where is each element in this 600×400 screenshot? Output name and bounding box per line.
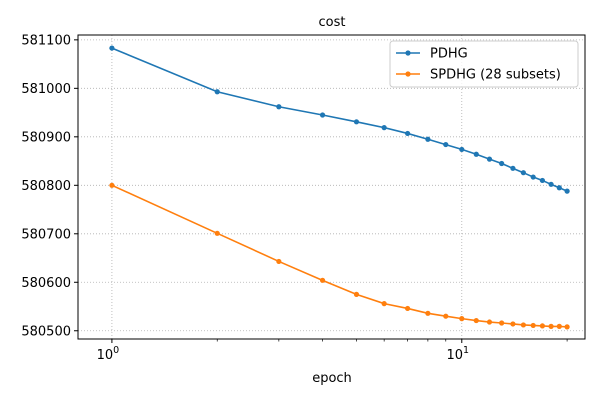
data-point — [214, 230, 220, 236]
data-point — [548, 181, 554, 187]
y-tick-label: 580500 — [21, 324, 71, 339]
data-point — [539, 323, 546, 329]
data-point — [473, 151, 479, 157]
data-point — [530, 322, 536, 329]
data-point — [425, 136, 431, 142]
data-point — [404, 130, 411, 137]
legend: PDHG SPDHG (28 subsets) — [389, 40, 579, 88]
data-point — [556, 323, 562, 329]
data-point — [381, 301, 387, 307]
x-axis-ticks: 100 101 — [97, 339, 568, 363]
chart-title: cost — [319, 15, 346, 30]
y-tick-label: 580700 — [21, 227, 71, 242]
data-point — [381, 125, 387, 131]
y-axis-ticks: 580500 580600 580700 580800 580900 581000 5811… — [21, 33, 78, 339]
legend-item: SPDHG (28 subsets) — [396, 68, 561, 83]
legend-label: SPDHG (28 subsets) — [430, 68, 561, 83]
data-point — [486, 156, 493, 162]
data-point — [319, 112, 326, 118]
legend-label: PDHG — [430, 47, 468, 62]
legend-swatch-marker — [405, 71, 411, 77]
plot-frame — [77, 34, 586, 340]
data-point — [459, 316, 465, 322]
series-line — [111, 184, 568, 328]
data-point — [353, 291, 360, 297]
legend-swatch-marker — [405, 50, 411, 56]
series-pdhg — [109, 45, 570, 194]
legend-item: PDHG — [396, 47, 468, 62]
x-tick-label: 100 — [97, 345, 120, 363]
data-point — [214, 89, 220, 95]
series-spdhg — [109, 182, 570, 330]
data-point — [109, 45, 115, 51]
data-point — [564, 324, 570, 330]
data-point — [520, 322, 526, 328]
data-point — [443, 141, 449, 148]
data-point — [510, 321, 516, 327]
y-tick-label: 581100 — [21, 33, 71, 48]
data-point — [520, 170, 526, 176]
y-tick-label: 580800 — [21, 179, 71, 194]
data-point — [510, 165, 516, 171]
data-point — [353, 119, 360, 125]
data-point — [499, 320, 505, 326]
y-tick-label: 581000 — [21, 82, 71, 97]
series-layer — [109, 45, 570, 330]
legend-box — [389, 40, 579, 88]
data-point — [486, 319, 493, 325]
data-point — [556, 185, 562, 191]
data-point — [276, 258, 282, 265]
y-tick-label: 580900 — [21, 130, 71, 145]
data-point — [499, 160, 505, 167]
data-point — [539, 177, 546, 184]
data-point — [109, 182, 115, 188]
data-point — [530, 174, 536, 180]
data-point — [548, 323, 554, 329]
data-point — [564, 188, 570, 194]
data-point — [473, 317, 479, 324]
y-tick-label: 580600 — [21, 276, 71, 291]
x-axis-label: epoch — [312, 371, 352, 386]
data-point — [319, 277, 326, 283]
x-tick-label: 101 — [446, 345, 469, 363]
data-point — [459, 146, 465, 153]
data-point — [443, 313, 449, 319]
data-point — [404, 305, 411, 312]
data-point — [276, 104, 282, 110]
grid-lines — [78, 35, 585, 339]
data-point — [425, 310, 431, 316]
